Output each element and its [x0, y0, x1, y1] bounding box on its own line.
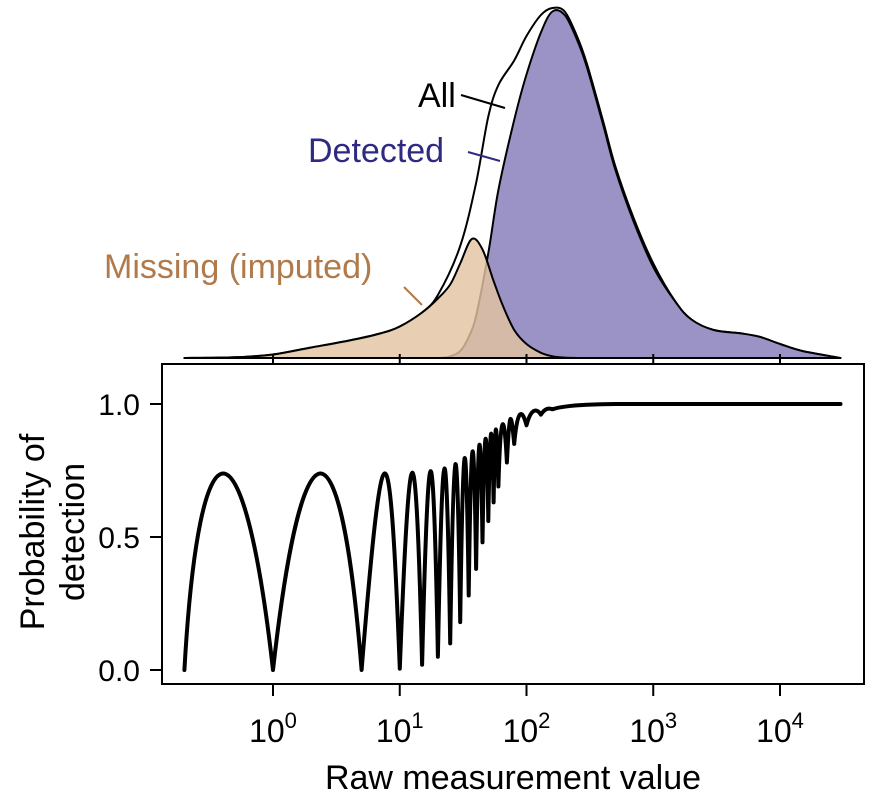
annotation-detected: Detected	[308, 132, 444, 170]
x-tick-label: 100	[249, 708, 297, 749]
axes: 0.0 0.5 1.0 100 101 102 103 104 Raw measurement …	[14, 354, 804, 797]
density-annotations: All Detected Missing (imputed)	[104, 77, 506, 306]
probability-plot-frame	[161, 363, 865, 685]
y-tick-label: 0.0	[98, 655, 140, 688]
density-panel	[183, 6, 842, 359]
y-axis-label: Probability ofdetection	[14, 433, 92, 630]
annotation-leader-detected	[467, 151, 501, 162]
y-tick-label: 1.0	[98, 389, 140, 422]
probability-panel	[182, 401, 843, 672]
annotation-leader-missing-imputed	[403, 286, 423, 306]
annotation-leader-all	[460, 94, 506, 109]
probability-curve	[182, 401, 843, 672]
x-tick-label: 102	[503, 708, 551, 749]
annotation-missing-imputed: Missing (imputed)	[104, 248, 372, 286]
x-tick-label: 101	[376, 708, 424, 749]
annotation-all: All	[418, 77, 456, 115]
x-tick-label: 103	[629, 708, 677, 749]
y-tick-label: 0.5	[98, 522, 140, 555]
x-tick-label: 104	[756, 708, 804, 749]
x-axis-label: Raw measurement value	[325, 759, 701, 797]
density-area-missing-imputed	[183, 237, 578, 359]
